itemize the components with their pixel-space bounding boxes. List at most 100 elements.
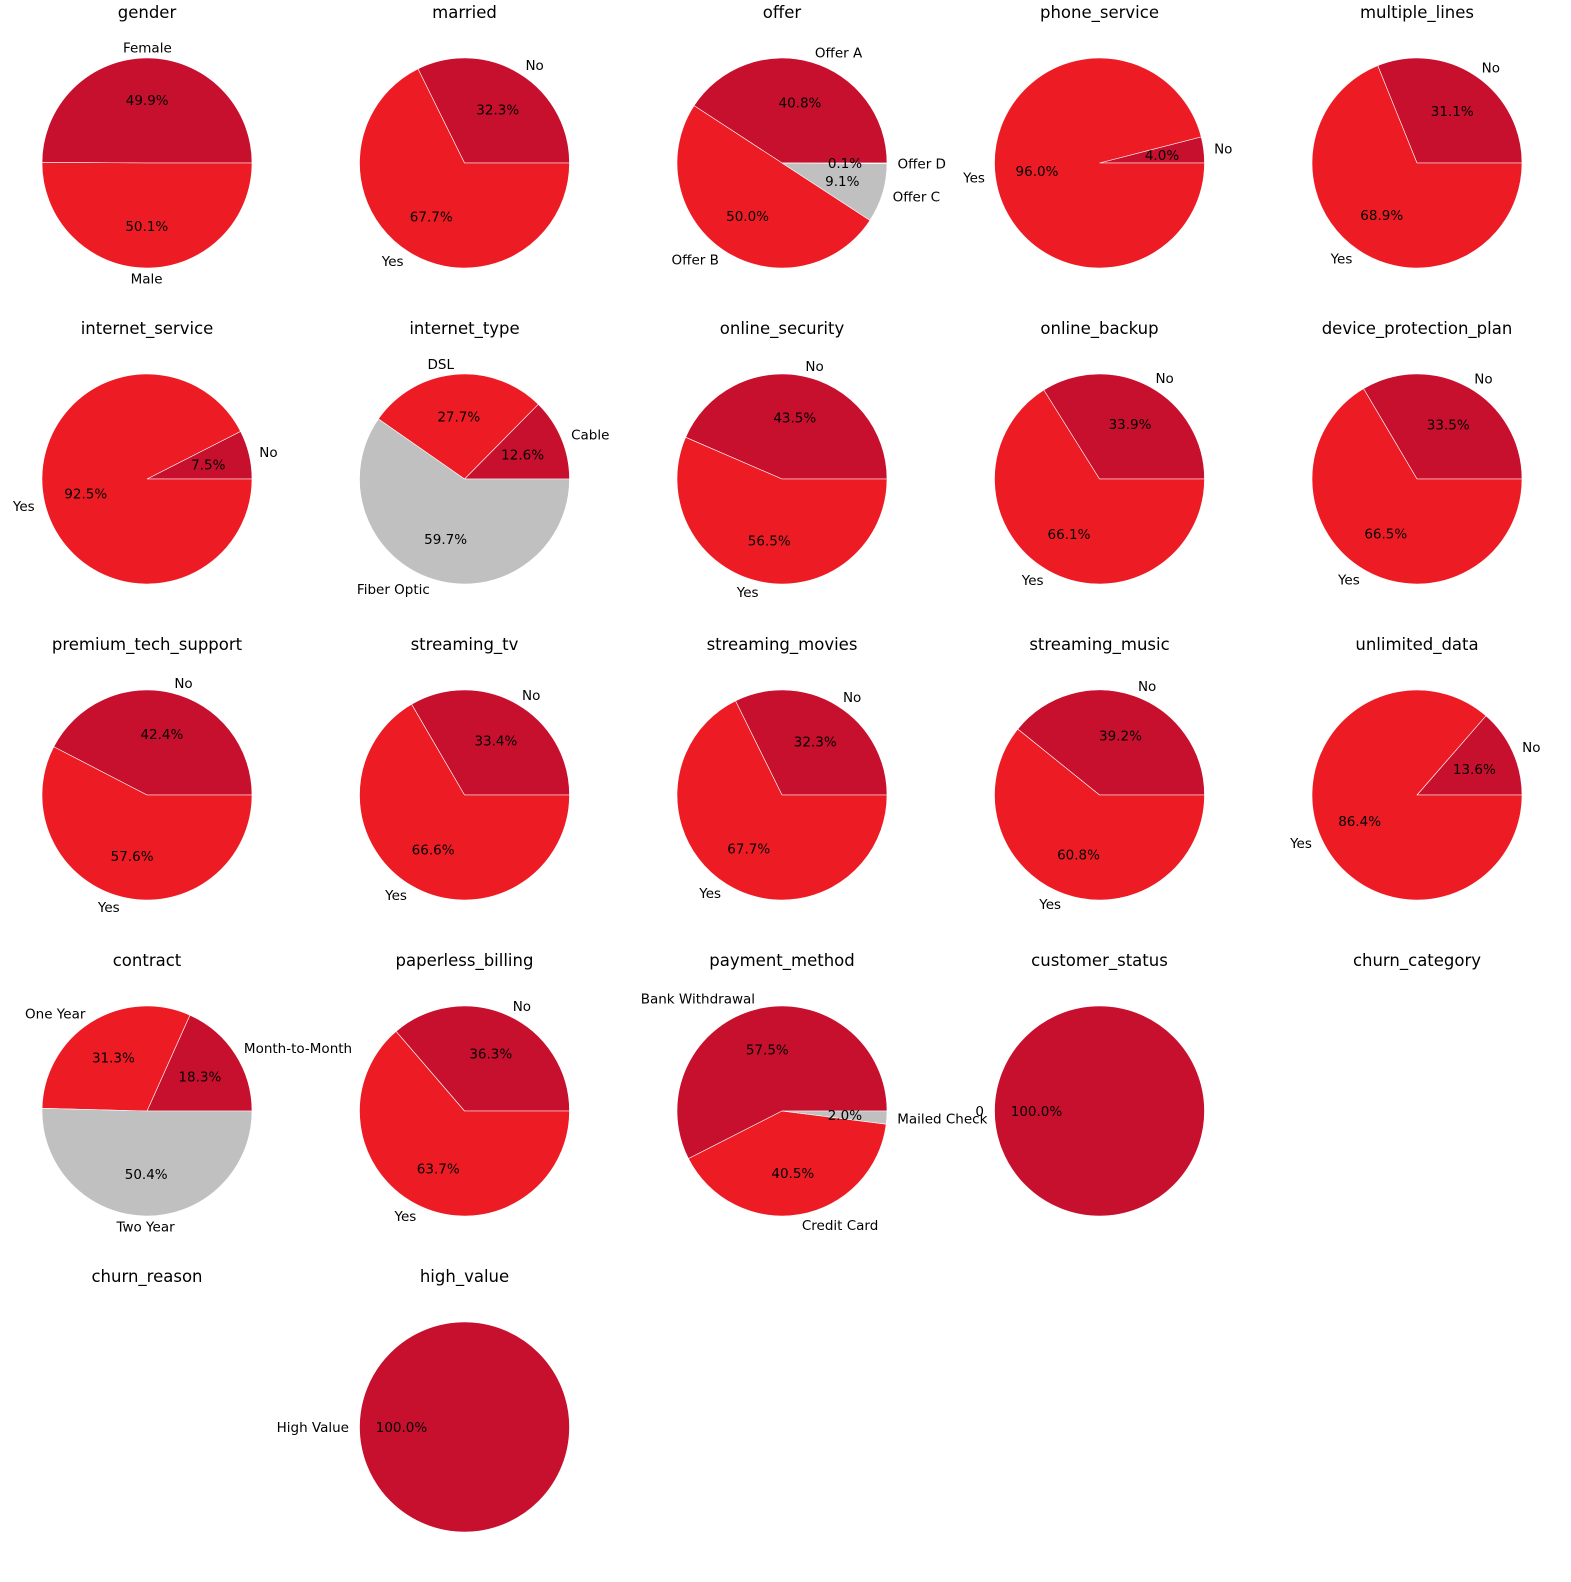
pie-slice bbox=[994, 1005, 1205, 1217]
slice-label: Yes bbox=[962, 170, 985, 186]
slice-percent: 66.1% bbox=[1048, 527, 1091, 543]
slice-percent: 67.7% bbox=[727, 842, 770, 858]
pie-slice bbox=[994, 57, 1205, 269]
slice-percent: 50.4% bbox=[125, 1167, 168, 1183]
pie-chart-paperless_billing: paperless_billing No 36.3% Yes 63.7% bbox=[359, 951, 570, 1225]
chart-title: gender bbox=[118, 3, 177, 22]
slice-percent: 57.6% bbox=[111, 849, 154, 865]
chart-title: customer_status bbox=[1031, 951, 1168, 971]
chart-title: streaming_music bbox=[1029, 635, 1169, 655]
pie-slice bbox=[781, 162, 888, 164]
chart-title: internet_type bbox=[409, 319, 519, 339]
pie-chart-high_value: high_value High Value 100.0% bbox=[277, 1267, 570, 1533]
slice-percent: 9.1% bbox=[825, 174, 859, 190]
chart-title: churn_category bbox=[1353, 951, 1481, 971]
slice-percent: 32.3% bbox=[476, 102, 519, 118]
pie-chart-device_protection_plan: device_protection_plan No 33.5% Yes 66.5% bbox=[1311, 319, 1523, 588]
slice-percent: 96.0% bbox=[1016, 164, 1059, 180]
slice-label: Yes bbox=[698, 886, 721, 902]
pie-slice bbox=[1311, 689, 1523, 901]
pie-slice bbox=[359, 418, 570, 585]
pie-slice bbox=[688, 1110, 887, 1217]
slice-percent: 67.7% bbox=[410, 210, 453, 226]
pie-chart-internet_type: internet_type Cable 12.6% DSL 27.7% Fiber Opt… bbox=[357, 319, 609, 598]
slice-percent: 100.0% bbox=[376, 1420, 428, 1436]
slice-label: Offer D bbox=[897, 156, 945, 172]
chart-title: high_value bbox=[420, 1267, 509, 1287]
slice-percent: 4.0% bbox=[1145, 148, 1179, 164]
pie-chart-offer: offer Offer A 40.8% Offer B 50.0% Offer C 9.1%… bbox=[672, 3, 946, 269]
slice-label: No bbox=[174, 676, 192, 692]
pie-chart-streaming_movies: streaming_movies No 32.3% Yes 67.7% bbox=[676, 635, 888, 902]
slice-label: Yes bbox=[12, 499, 35, 515]
pie-slice bbox=[41, 162, 253, 269]
slice-percent: 66.5% bbox=[1364, 527, 1407, 543]
pie-slice bbox=[1377, 57, 1523, 164]
pie-slice bbox=[411, 689, 570, 796]
slice-label: No bbox=[1474, 372, 1492, 388]
chart-title: paperless_billing bbox=[396, 951, 534, 971]
slice-label: Fiber Optic bbox=[357, 582, 430, 598]
pie-slice bbox=[994, 728, 1205, 901]
chart-title: device_protection_plan bbox=[1322, 319, 1513, 339]
pie-slice bbox=[685, 373, 888, 480]
pie-chart-churn_reason: churn_reason bbox=[91, 1267, 202, 1287]
slice-label: DSL bbox=[427, 357, 454, 373]
slice-label: Offer B bbox=[672, 253, 719, 269]
slice-percent: 7.5% bbox=[191, 457, 225, 473]
slice-label: No bbox=[1155, 371, 1173, 387]
slice-label: Mailed Check bbox=[897, 1111, 987, 1127]
pie-slice bbox=[781, 1110, 888, 1125]
slice-percent: 50.0% bbox=[726, 209, 769, 225]
slice-percent: 50.1% bbox=[125, 219, 168, 235]
slice-percent: 86.4% bbox=[1338, 814, 1381, 830]
chart-title: premium_tech_support bbox=[52, 635, 243, 655]
slice-percent: 36.3% bbox=[469, 1047, 512, 1063]
slice-label: Yes bbox=[97, 900, 120, 916]
pie-slice bbox=[1311, 388, 1523, 585]
slice-label: Male bbox=[131, 271, 163, 287]
slice-percent: 92.5% bbox=[64, 487, 107, 503]
pie-chart-churn_category: churn_category bbox=[1353, 951, 1481, 971]
slice-percent: 63.7% bbox=[417, 1161, 460, 1177]
slice-percent: 33.4% bbox=[474, 733, 517, 749]
pie-chart-internet_service: internet_service No 7.5% Yes 92.5% bbox=[12, 319, 278, 585]
chart-title: phone_service bbox=[1040, 3, 1159, 23]
pie-slice bbox=[41, 57, 253, 164]
pie-slice bbox=[377, 373, 539, 480]
pie-chart-phone_service: phone_service No 4.0% Yes 96.0% bbox=[962, 3, 1232, 269]
chart-title: offer bbox=[763, 3, 802, 22]
pie-slice bbox=[359, 1321, 570, 1533]
chart-title: internet_service bbox=[81, 319, 214, 339]
slice-label: Yes bbox=[1038, 897, 1061, 913]
slice-percent: 100.0% bbox=[1011, 1104, 1063, 1120]
slice-percent: 31.3% bbox=[92, 1051, 135, 1067]
slice-label: Bank Withdrawal bbox=[641, 992, 755, 1008]
chart-title: streaming_movies bbox=[707, 635, 858, 655]
slice-label: No bbox=[843, 690, 861, 706]
pie-chart-premium_tech_support: premium_tech_support No 42.4% Yes 57.6% bbox=[41, 635, 253, 916]
slice-label: Yes bbox=[381, 254, 404, 270]
slice-label: No bbox=[522, 688, 540, 704]
slice-label: No bbox=[1482, 60, 1500, 76]
chart-title: churn_reason bbox=[91, 1267, 202, 1287]
slice-percent: 39.2% bbox=[1099, 729, 1142, 745]
pie-slice bbox=[1416, 715, 1523, 796]
pie-slice bbox=[735, 689, 888, 796]
slice-percent: 56.5% bbox=[748, 534, 791, 550]
pie-chart-online_backup: online_backup No 33.9% Yes 66.1% bbox=[994, 319, 1205, 589]
slice-percent: 40.5% bbox=[771, 1166, 814, 1182]
slice-percent: 13.6% bbox=[1453, 762, 1496, 778]
slice-percent: 12.6% bbox=[501, 448, 544, 464]
pie-chart-gender: gender Female 49.9% Male 50.1% bbox=[41, 3, 253, 287]
pie-slice bbox=[676, 105, 871, 269]
slice-percent: 57.5% bbox=[746, 1043, 789, 1059]
pie-slice bbox=[676, 436, 888, 585]
chart-title: online_security bbox=[720, 319, 845, 339]
pie-slice bbox=[359, 68, 570, 269]
pie-slice bbox=[1363, 373, 1523, 480]
slice-percent: 60.8% bbox=[1057, 847, 1100, 863]
pie-slice bbox=[53, 689, 253, 796]
pie-chart-online_security: online_security No 43.5% Yes 56.5% bbox=[676, 319, 888, 601]
